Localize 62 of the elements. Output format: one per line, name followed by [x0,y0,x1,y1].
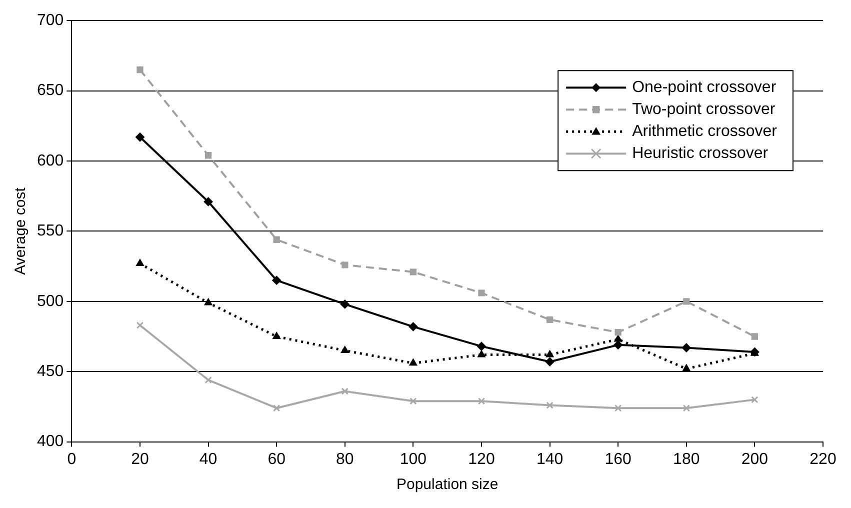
legend-label: Heuristic crossover [632,145,769,162]
point [340,300,350,309]
point [546,316,554,323]
point [136,258,144,266]
point [682,364,690,372]
point [342,262,348,268]
y-tick-label: 400 [36,433,64,450]
point [409,358,418,366]
y-tick-label: 500 [36,292,64,310]
point [682,404,690,412]
point [272,276,282,285]
y-tick-label: 450 [36,363,64,380]
legend-label: Arithmetic crossover [632,123,778,140]
x-tick-label: 160 [604,450,632,468]
x-tick-label: 80 [336,450,354,468]
legend-label: One-point crossover [632,79,777,96]
x-axis-title: Population size [396,476,498,494]
y-tick-label: 600 [36,152,64,170]
point [751,396,758,404]
point [751,333,758,340]
point [478,290,485,296]
y-axis-title: Average cost [12,186,30,275]
point [136,322,144,329]
point [340,346,349,354]
point [410,268,417,276]
point [477,342,486,351]
point [135,132,144,142]
x-tick-label: 100 [400,450,427,468]
point [204,376,212,384]
point [410,398,417,405]
point [614,328,622,336]
x-tick-label: 180 [673,450,700,468]
point [272,332,281,339]
point [478,398,486,405]
point [546,402,554,409]
legend-label: Two-point crossover [632,101,776,118]
point [204,298,212,306]
x-tick-label: 0 [67,450,76,468]
point [204,197,213,206]
y-tick-label: 550 [36,222,64,240]
x-tick-label: 60 [268,450,286,468]
point [273,236,280,243]
point [136,66,144,74]
x-tick-label: 220 [810,450,836,468]
point [273,404,280,412]
point [478,350,486,358]
y-tick-label: 650 [36,82,64,100]
x-tick-label: 20 [131,450,149,468]
point [546,350,554,358]
x-tick-label: 40 [199,450,218,468]
x-tick-label: 140 [536,450,564,468]
y-tick-label: 700 [36,12,64,30]
x-tick-label: 120 [468,450,495,468]
point [614,334,622,342]
point [683,298,690,305]
point [614,404,622,412]
x-tick-label: 200 [741,450,768,468]
point [204,152,212,159]
point [341,388,348,395]
point [682,343,691,352]
point [408,322,418,332]
point [545,357,554,366]
